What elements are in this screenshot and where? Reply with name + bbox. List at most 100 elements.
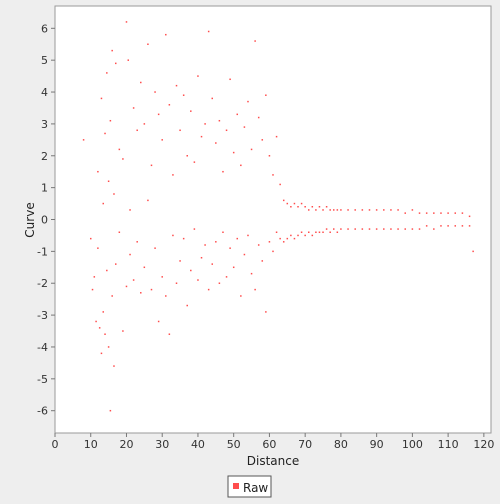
data-point: [311, 234, 314, 237]
data-point: [254, 288, 256, 291]
x-tick-label: 70: [298, 438, 312, 451]
y-tick-label: -1: [37, 245, 48, 258]
data-point: [315, 231, 317, 233]
data-point: [147, 199, 149, 202]
data-point: [182, 237, 185, 240]
data-point: [447, 212, 449, 214]
legend[interactable]: Raw: [227, 475, 272, 498]
data-point: [293, 237, 296, 240]
data-point: [175, 282, 178, 284]
data-point: [100, 97, 103, 100]
data-point: [204, 123, 206, 125]
data-point: [89, 237, 92, 240]
data-point: [157, 113, 160, 116]
data-point: [186, 304, 188, 307]
data-point: [307, 209, 310, 211]
data-point: [322, 209, 324, 211]
data-point: [207, 288, 210, 291]
data-point: [111, 295, 113, 297]
data-point: [165, 295, 167, 297]
data-point: [215, 142, 217, 144]
data-point: [82, 139, 85, 141]
data-point: [100, 352, 103, 355]
data-point: [104, 333, 106, 335]
data-point: [383, 228, 385, 230]
data-point: [168, 104, 171, 106]
data-point: [268, 155, 271, 157]
data-point: [97, 247, 99, 249]
data-point: [322, 231, 324, 233]
data-point: [147, 43, 149, 45]
data-point: [265, 94, 267, 96]
data-point: [282, 199, 285, 202]
data-point: [286, 237, 289, 240]
data-point: [218, 119, 221, 122]
data-point: [98, 327, 101, 329]
data-point: [102, 311, 104, 313]
data-point: [282, 241, 285, 243]
data-point: [113, 365, 115, 367]
x-tick-label: 0: [52, 438, 59, 451]
data-point: [397, 209, 399, 211]
data-point: [122, 158, 124, 160]
x-tick-label: 100: [402, 438, 423, 451]
data-point: [136, 241, 138, 243]
data-point: [106, 269, 108, 272]
data-point: [257, 244, 260, 246]
data-point: [383, 209, 385, 211]
data-point: [115, 62, 117, 65]
data-point: [240, 295, 242, 297]
data-point: [347, 209, 349, 211]
data-point: [329, 209, 331, 211]
data-point: [136, 129, 138, 132]
data-point: [318, 206, 321, 208]
data-point: [150, 288, 153, 291]
data-point: [186, 155, 188, 157]
data-point: [268, 241, 271, 243]
data-point: [329, 231, 331, 233]
data-point: [243, 126, 246, 128]
data-point: [97, 170, 99, 173]
data-point: [272, 250, 274, 253]
data-point: [375, 228, 378, 230]
data-point: [109, 409, 112, 412]
data-point: [211, 263, 213, 265]
data-point: [250, 148, 253, 151]
data-point: [461, 212, 464, 214]
x-tick-label: 30: [155, 438, 169, 451]
data-point: [172, 174, 174, 176]
data-point: [204, 244, 206, 246]
data-point: [300, 231, 303, 233]
data-point: [318, 231, 321, 233]
data-point: [440, 212, 442, 214]
data-point: [106, 72, 108, 74]
data-point: [390, 228, 392, 230]
data-point: [118, 231, 121, 233]
data-point: [433, 212, 435, 214]
y-tick-label: -3: [37, 309, 48, 322]
data-point: [390, 209, 392, 211]
data-point: [311, 206, 314, 208]
data-point: [140, 292, 142, 294]
data-point: [190, 110, 192, 112]
data-point: [115, 263, 117, 265]
data-point: [179, 129, 181, 132]
data-point: [168, 333, 171, 335]
data-point: [304, 234, 306, 237]
data-point: [236, 237, 239, 240]
data-point: [293, 202, 296, 205]
data-point: [354, 228, 356, 230]
data-point: [404, 212, 406, 214]
data-point: [193, 161, 196, 163]
data-point: [125, 21, 128, 23]
data-point: [95, 320, 97, 323]
data-point: [440, 225, 442, 227]
data-point: [333, 209, 335, 211]
data-point: [240, 164, 242, 167]
data-point: [107, 180, 110, 183]
data-point: [468, 215, 471, 218]
data-point: [261, 260, 264, 262]
y-tick-label: 5: [41, 54, 48, 67]
data-point: [200, 256, 203, 259]
data-point: [411, 209, 414, 211]
